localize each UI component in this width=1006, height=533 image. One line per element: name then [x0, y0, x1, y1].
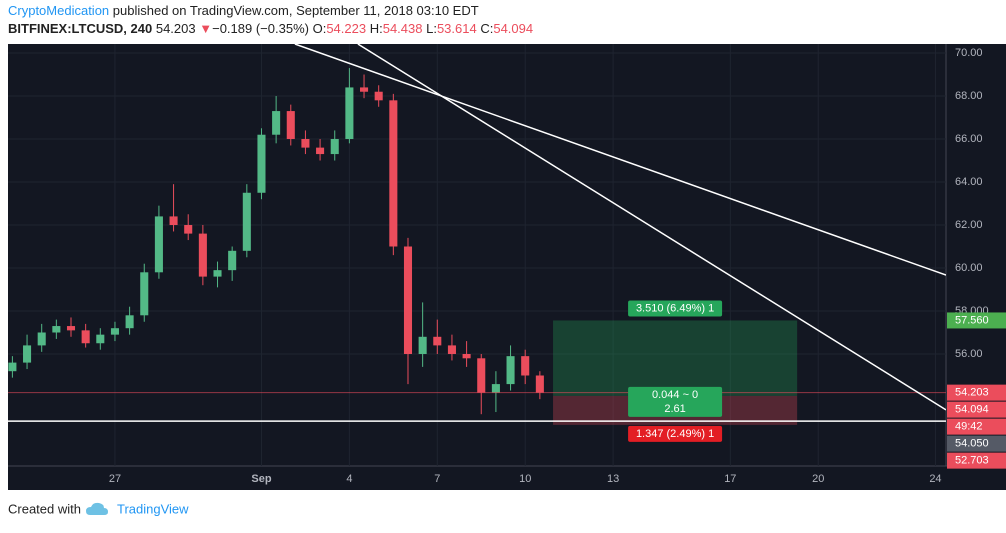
h-value: 54.438 — [383, 21, 423, 36]
trend-line — [294, 44, 946, 276]
candle-body — [140, 272, 149, 316]
candle-body — [521, 356, 530, 376]
candle-body — [403, 246, 413, 354]
candle-body — [360, 87, 369, 92]
x-tick-label: 4 — [346, 473, 352, 485]
candle-body — [477, 358, 486, 393]
position-label-box — [628, 300, 723, 317]
symbol: BITFINEX:LTCUSD, 240 — [8, 21, 152, 36]
candle-body — [169, 216, 178, 226]
price-marker — [947, 401, 1006, 418]
candle-body — [96, 334, 105, 344]
candle-body — [66, 326, 76, 331]
y-tick-label: 70.00 — [955, 47, 983, 59]
price-marker — [947, 384, 1006, 401]
candle-body — [418, 336, 427, 354]
position-label: 0.044 ~ 0 — [652, 389, 698, 401]
candle-body — [316, 147, 325, 155]
position-label: 1.347 (2.49%) 1 — [636, 428, 714, 440]
position-label-box — [628, 425, 723, 442]
candle-body — [184, 225, 193, 234]
candle-body — [154, 216, 163, 273]
author[interactable]: CryptoMedication — [8, 3, 109, 18]
change: −0.189 (−0.35%) — [212, 21, 309, 36]
candle-body — [213, 270, 222, 277]
candle-body — [125, 315, 134, 329]
x-tick-label: 13 — [607, 473, 619, 485]
x-tick-label: 27 — [109, 473, 121, 485]
header-line-2: BITFINEX:LTCUSD, 240 54.203 ▼−0.189 (−0.… — [8, 21, 533, 36]
candle-body — [491, 384, 500, 393]
position-label-box — [628, 386, 723, 417]
candle-body — [272, 111, 281, 135]
price-marker-label: 57.560 — [955, 314, 989, 326]
l-value: 53.614 — [437, 21, 477, 36]
footer-created: Created with — [8, 501, 81, 516]
candle-body — [389, 100, 398, 247]
candle-body — [330, 139, 339, 155]
y-tick-label: 60.00 — [955, 262, 983, 274]
position-label: 3.510 (6.49%) 1 — [636, 302, 714, 314]
x-tick-label: 20 — [812, 473, 824, 485]
profit-zone — [553, 320, 798, 396]
position-label: 2.61 — [664, 403, 685, 415]
y-tick-label: 68.00 — [955, 90, 983, 102]
c-value: 54.094 — [493, 21, 533, 36]
price-marker-label: 54.203 — [955, 387, 989, 399]
footer-brand[interactable]: TradingView — [117, 501, 189, 516]
candle-body — [228, 250, 237, 271]
published: published on TradingView.com, September … — [109, 3, 479, 18]
trend-line — [357, 44, 946, 411]
header-line-1: CryptoMedication published on TradingVie… — [8, 3, 479, 18]
y-tick-label: 64.00 — [955, 176, 983, 188]
price-marker — [947, 418, 1006, 435]
x-tick-label: 7 — [434, 473, 440, 485]
price-marker-label: 49:42 — [955, 421, 983, 433]
x-tick-label: 10 — [519, 473, 531, 485]
price-marker-label: 54.094 — [955, 404, 989, 416]
candle-body — [506, 356, 515, 385]
change-arrow: ▼ — [199, 21, 212, 36]
y-tick-label: 66.00 — [955, 133, 983, 145]
candle-body — [462, 353, 471, 359]
price-marker — [947, 435, 1006, 452]
candle-body — [286, 111, 295, 140]
candle-body — [345, 87, 354, 140]
candle-body — [52, 326, 61, 333]
price-marker — [947, 312, 1006, 329]
plot-layer: 56.0058.00060.0062.0064.0066.0068.0070.0… — [8, 44, 1006, 485]
x-tick-label: Sep — [251, 473, 271, 485]
candle-body — [198, 233, 207, 277]
y-tick-label: 62.00 — [955, 219, 983, 231]
candle-body — [242, 192, 251, 251]
candle-body — [301, 139, 310, 148]
x-tick-label: 24 — [929, 473, 941, 485]
candle-body — [110, 328, 119, 335]
candle-body — [8, 362, 17, 372]
o-label: O: — [313, 21, 327, 36]
candle-body — [81, 330, 90, 344]
l-label: L: — [426, 21, 437, 36]
chart-panel — [8, 44, 1006, 490]
candle-body — [447, 345, 456, 354]
price-marker-label: 54.050 — [955, 438, 989, 450]
price-marker-label: 52.703 — [955, 455, 989, 467]
y-tick-label: 56.00 — [955, 348, 983, 360]
last-price: 54.203 — [156, 21, 196, 36]
candle-body — [37, 332, 46, 346]
candle-body — [23, 345, 32, 363]
candle-body — [374, 91, 383, 101]
price-marker — [947, 452, 1006, 469]
plot — [8, 44, 946, 466]
x-tick-label: 17 — [724, 473, 736, 485]
c-label: C: — [480, 21, 493, 36]
h-label: H: — [370, 21, 383, 36]
candle-body — [535, 375, 544, 393]
o-value: 54.223 — [326, 21, 366, 36]
tv-logo — [86, 502, 108, 515]
candle-body — [257, 134, 266, 193]
candle-body — [433, 336, 442, 346]
